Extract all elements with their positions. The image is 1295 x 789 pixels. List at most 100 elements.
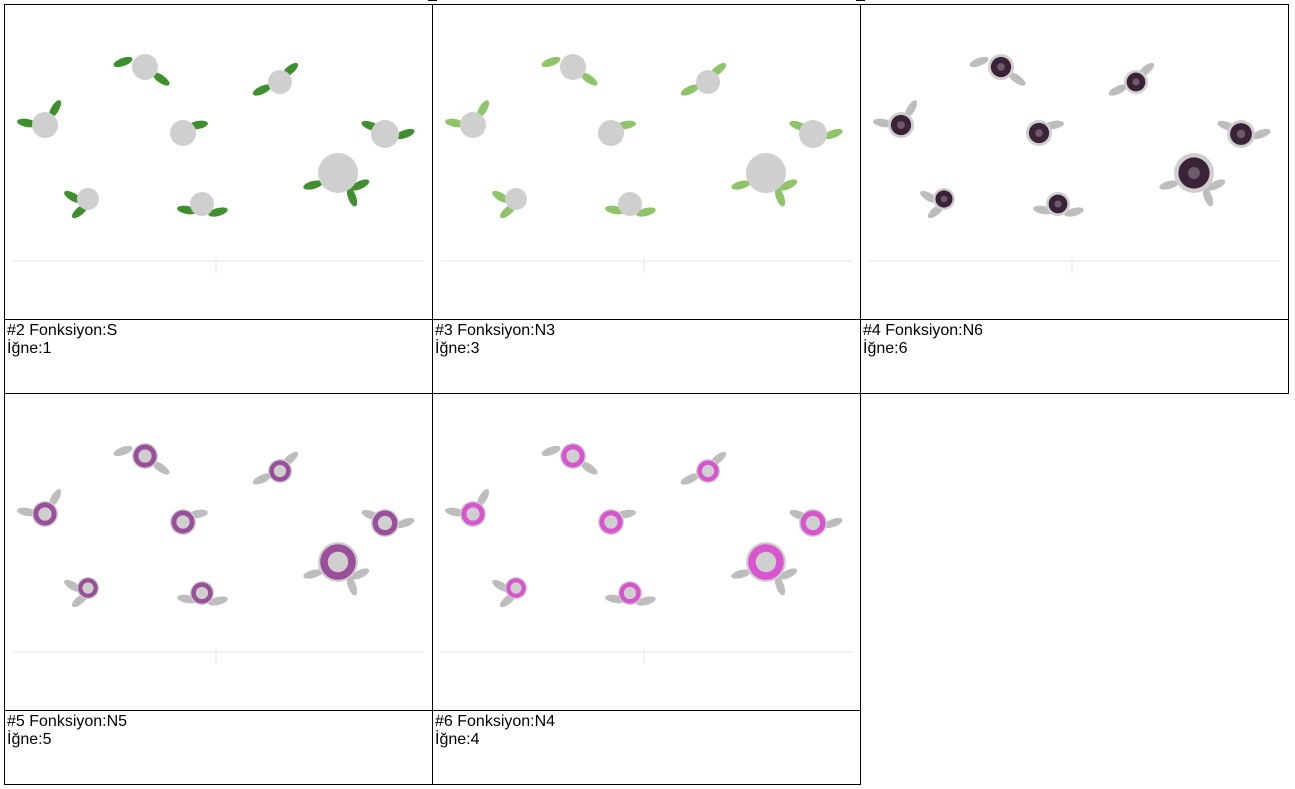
leaf-stitch: [1202, 187, 1214, 207]
leaf-stitch: [350, 568, 370, 580]
flower-ring-stitch: [133, 444, 157, 468]
flower-group: [445, 443, 843, 608]
leaf-stitch: [823, 517, 843, 529]
leaf-stitch: [1251, 128, 1271, 140]
flower-core: [997, 63, 1005, 71]
embroidery-preview-6: [441, 443, 852, 664]
flower-ring-stitch: [33, 502, 57, 526]
cell-caption: #6 Fonksiyon:N4 İğne:4: [433, 710, 860, 784]
leaf-stitch: [731, 569, 751, 579]
leaf-stitch: [346, 576, 358, 596]
leaf-stitch: [395, 128, 415, 140]
needle-label: İğne:5: [7, 731, 52, 748]
flower-group: [17, 443, 415, 608]
leaf-stitch: [113, 445, 133, 457]
cell-caption: #5 Fonksiyon:N5 İğne:5: [5, 710, 432, 784]
flower-ring-stitch: [599, 510, 623, 534]
leaf-stitch: [774, 576, 786, 596]
needle-label: İğne:6: [863, 340, 908, 357]
flower-core: [1188, 167, 1200, 179]
flower-group: [873, 54, 1271, 219]
flower-base: [460, 112, 486, 138]
leaf-stitch: [1206, 179, 1226, 191]
leaf-stitch: [476, 100, 490, 118]
flower-base: [746, 153, 786, 193]
leaf-stitch: [904, 100, 918, 118]
flower-base: [170, 120, 196, 146]
leaf-stitch: [1064, 207, 1084, 217]
corner-tick: [4, 389, 5, 398]
leaf-stitch: [476, 489, 490, 507]
leaf-stitch: [208, 207, 228, 217]
leaf-stitch: [774, 187, 786, 207]
cell-caption: #2 Fonksiyon:S İğne:1: [5, 319, 432, 393]
leaf-stitch: [395, 517, 415, 529]
leaf-stitch: [445, 507, 465, 517]
flower-base: [696, 70, 720, 94]
flower-group: [17, 54, 415, 219]
flower-base: [77, 188, 99, 210]
flower-core: [940, 195, 948, 203]
flower-base: [190, 192, 214, 216]
leaf-stitch: [152, 461, 170, 475]
corner-tick: [856, 393, 865, 394]
leaf-stitch: [823, 128, 843, 140]
flower-ring-stitch: [171, 510, 195, 534]
leaf-stitch: [873, 118, 893, 128]
flower-ring-stitch: [800, 510, 826, 536]
leaf-stitch: [17, 507, 37, 517]
leaf-stitch: [152, 72, 170, 86]
leaf-stitch: [636, 207, 656, 217]
needle-label: İğne:3: [435, 340, 480, 357]
flower-ring-stitch: [561, 444, 585, 468]
embroidery-preview-2: [13, 54, 424, 273]
flower-base: [318, 153, 358, 193]
flower-core: [897, 121, 905, 129]
flower-base: [268, 70, 292, 94]
leaf-stitch: [680, 473, 700, 485]
flower-ring-stitch: [748, 544, 784, 580]
leaf-stitch: [17, 118, 37, 128]
flower-base: [618, 192, 642, 216]
corner-tick: [428, 393, 437, 394]
corner-tick: [428, 0, 437, 1]
flower-ring-stitch: [320, 544, 356, 580]
leaf-stitch: [636, 596, 656, 606]
flower-ring-stitch: [78, 578, 98, 598]
leaf-stitch: [303, 180, 323, 190]
leaf-stitch: [445, 118, 465, 128]
flower-core: [1236, 129, 1246, 139]
function-label: #2 Fonksiyon:S: [7, 322, 118, 339]
needle-label: İğne:1: [7, 340, 52, 357]
color-step-cell-4: #4 Fonksiyon:N6 İğne:6: [860, 4, 1289, 394]
flower-ring-stitch: [697, 460, 719, 482]
leaf-stitch: [303, 569, 323, 579]
leaf-stitch: [580, 72, 598, 86]
embroidery-preview-3: [441, 54, 852, 273]
flower-base: [799, 120, 827, 148]
flower-ring-stitch: [461, 502, 485, 526]
leaf-stitch: [680, 84, 700, 96]
corner-tick: [856, 0, 865, 1]
flower-core: [1054, 200, 1062, 208]
flower-base: [505, 188, 527, 210]
leaf-stitch: [1108, 84, 1128, 96]
leaf-stitch: [969, 56, 989, 68]
cell-caption: #4 Fonksiyon:N6 İğne:6: [861, 319, 1288, 393]
leaf-stitch: [350, 179, 370, 191]
needle-label: İğne:4: [435, 731, 480, 748]
flower-base: [32, 112, 58, 138]
flower-ring-stitch: [191, 582, 213, 604]
embroidery-preview-4: [869, 54, 1280, 273]
flower-base: [132, 54, 158, 80]
flower-ring-stitch: [269, 460, 291, 482]
color-step-cell-2: #2 Fonksiyon:S İğne:1: [4, 4, 433, 394]
leaf-stitch: [1159, 180, 1179, 190]
leaf-stitch: [541, 56, 561, 68]
leaf-stitch: [778, 568, 798, 580]
leaf-stitch: [346, 187, 358, 207]
flower-ring-stitch: [506, 578, 526, 598]
flower-base: [598, 120, 624, 146]
color-step-cell-3: #3 Fonksiyon:N3 İğne:3: [432, 4, 861, 394]
leaf-stitch: [208, 596, 228, 606]
